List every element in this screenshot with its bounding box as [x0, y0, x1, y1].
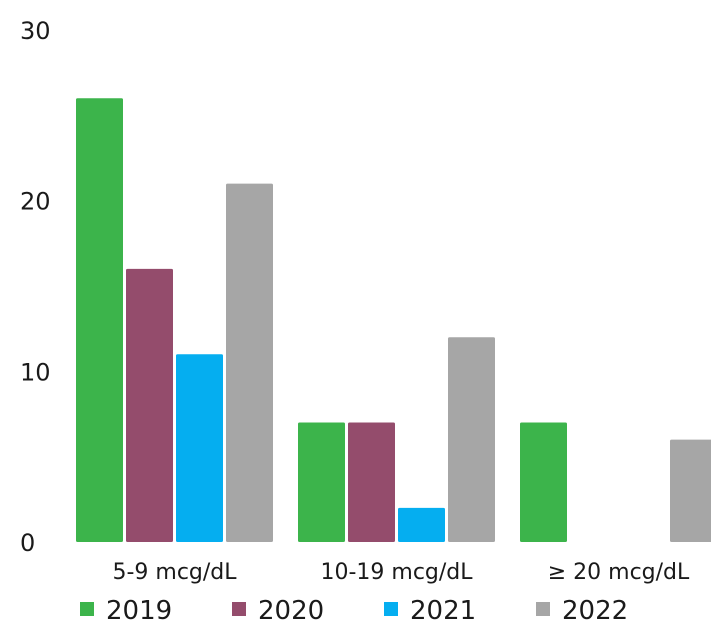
bar-2019-0 [76, 98, 123, 543]
legend-label: 2020 [258, 596, 324, 626]
legend-item-2019: 2019 [80, 596, 172, 626]
bar-2019-2 [520, 422, 567, 542]
bar-2019-1 [298, 422, 345, 542]
x-axis: 5-9 mcg/dL 10-19 mcg/dL ≥ 20 mcg/dL [112, 560, 690, 585]
bar-2022-0 [226, 183, 273, 542]
y-tick-label: 20 [20, 188, 51, 216]
bar-2021-0 [176, 354, 223, 542]
bar-2020-0 [126, 268, 173, 542]
legend-label: 2021 [410, 596, 476, 626]
bar-2020-1 [348, 422, 395, 542]
legend-item-2022: 2022 [536, 596, 628, 626]
legend-label: 2019 [106, 596, 172, 626]
legend-swatch [232, 602, 246, 616]
legend-item-2020: 2020 [232, 596, 324, 626]
x-category-label: 10-19 mcg/dL [320, 560, 473, 585]
legend-swatch [80, 602, 94, 616]
x-category-label: ≥ 20 mcg/dL [548, 560, 690, 585]
y-axis: 0 10 20 30 [20, 17, 51, 557]
x-category-label: 5-9 mcg/dL [112, 560, 237, 585]
y-tick-label: 0 [20, 529, 35, 557]
legend-item-2021: 2021 [384, 596, 476, 626]
bar-2021-1 [398, 507, 445, 542]
bar-2022-1 [448, 337, 495, 542]
bars [76, 98, 711, 543]
y-tick-label: 30 [20, 17, 51, 45]
legend-swatch [536, 602, 550, 616]
legend-label: 2022 [562, 596, 628, 626]
y-tick-label: 10 [20, 358, 51, 386]
legend: 2019 2020 2021 2022 [80, 596, 628, 626]
legend-swatch [384, 602, 398, 616]
bar-2022-2 [670, 439, 711, 542]
